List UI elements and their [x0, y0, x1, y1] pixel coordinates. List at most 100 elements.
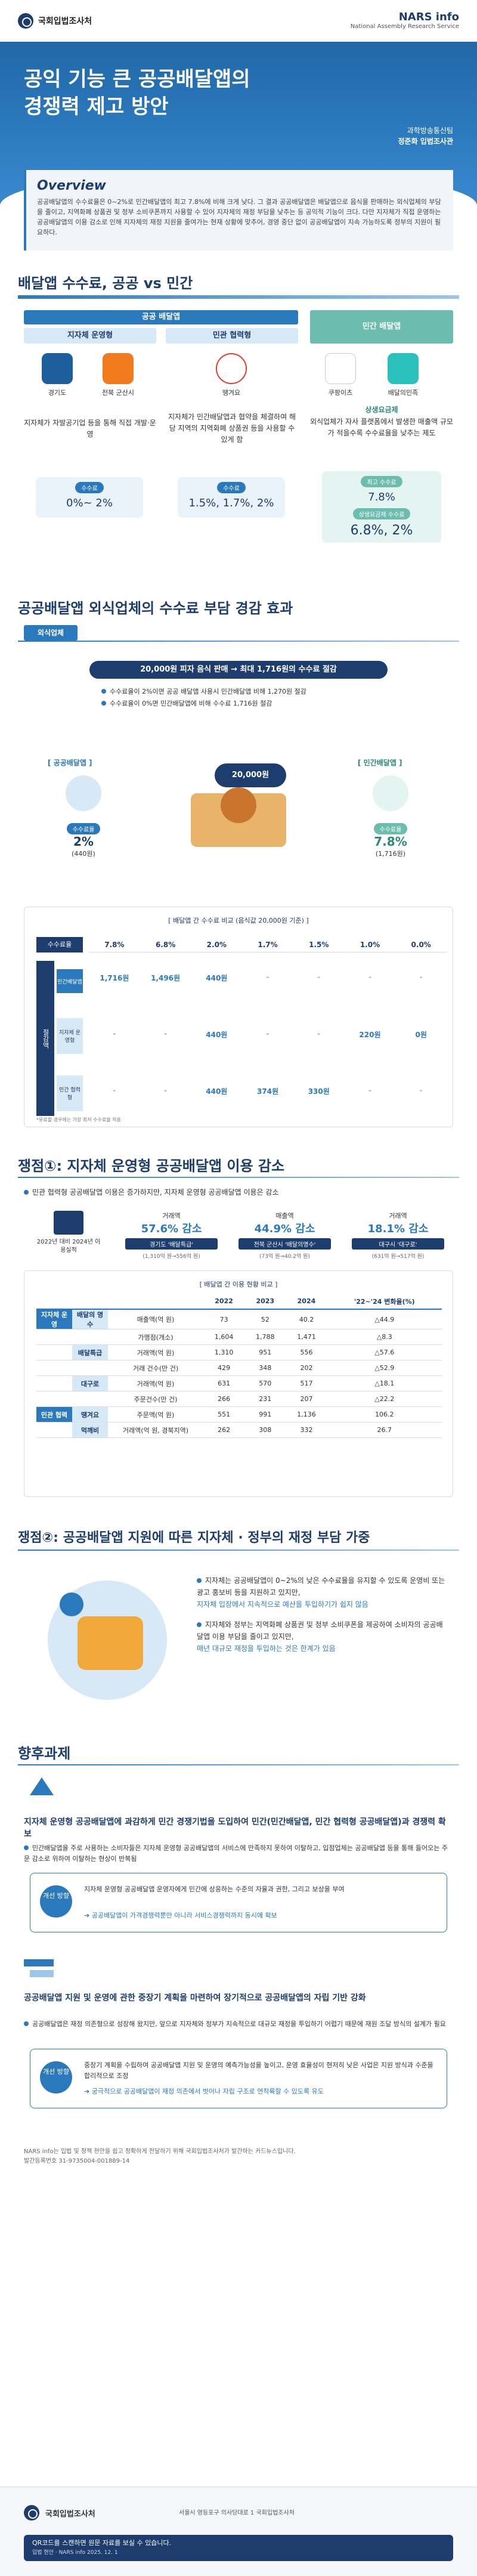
savings-row-gov: - - 440원 - - 220원 0원: [89, 1029, 447, 1040]
sec3-title: 쟁점①: 지자체 운영형 공공배달앱 이용 감소: [18, 1158, 285, 1174]
savings-bullet-2: 수수료율이 0%면 민간배달앱에 비해 수수료 1,716원 절감: [101, 698, 411, 710]
overview-text: 공공배달앱의 수수료율은 0~2%로 민간배달앱의 최고 7.8%에 비해 크게…: [37, 198, 441, 236]
table-cell: 348: [244, 1360, 286, 1376]
table-cell: 가맹점(개소): [108, 1329, 203, 1345]
stat-app: 전북 군산시 '배달의명수': [238, 1238, 331, 1250]
table-cell: 거래액(억 원): [108, 1344, 203, 1360]
task1-direction: 개선 방향 지자체 운영형 공공배달앱 운영자에게 민간에 상응하는 수준의 자…: [30, 1873, 447, 1932]
table-cell: 1,471: [286, 1329, 327, 1345]
table-cell: [36, 1375, 72, 1391]
gunsan-app-icon: [103, 353, 134, 384]
table-cell: 332: [286, 1422, 327, 1438]
gyeonggi-app-icon: [42, 353, 73, 384]
table-cell: 231: [244, 1391, 286, 1407]
burden-bullets: 지자체는 공공배달앱이 0~2%의 낮은 수수료율을 유지할 수 있도록 운영비…: [197, 1575, 447, 1655]
private-fee-amount: (1,716원): [375, 850, 406, 858]
direction-text: 중장기 계획을 수립하여 공공배달앱 지원 및 운영의 예측가능성을 높이고, …: [84, 2061, 433, 2080]
savings-cell: 1,496원: [151, 974, 181, 982]
table-cell: 951: [244, 1344, 286, 1360]
fee-tag: 수수료: [75, 482, 104, 493]
savings-cell: 440원: [206, 974, 228, 982]
table-cell: 배달의 명수: [72, 1309, 108, 1329]
stat-app: 대구시 '대구로': [352, 1238, 444, 1250]
public-fee-tag: 수수료율: [66, 823, 101, 834]
stat-value: 57.6% 감소: [141, 1223, 202, 1235]
table-cell: 262: [203, 1422, 245, 1438]
table-cell: 거래액(억 원, 경북지역): [108, 1422, 203, 1438]
fee-box-private: 최고 수수료 7.8% 상생요금제 수수료 6.8%, 2%: [322, 471, 441, 543]
savings-row-private: 1,716원 1,496원 440원 - - - -: [89, 973, 447, 983]
food-illustration: 20,000원: [179, 752, 298, 853]
sec2-title: 공공배달앱 외식업체의 수수료 부담 경감 효과: [18, 600, 293, 617]
table-cell: 207: [286, 1391, 327, 1407]
ttaenggyeoyo-app-icon: [216, 353, 247, 384]
row-label-private: 민간배달앱: [57, 969, 83, 993]
scooter-icon: [78, 1616, 143, 1670]
max-fee-value: 7.8%: [368, 491, 395, 503]
usage-col-header: 2022: [203, 1294, 245, 1310]
private-fee-tag: 수수료율: [373, 823, 408, 834]
stat-app: 경기도 '배달특급': [125, 1238, 218, 1250]
table-cell: 땡겨요: [72, 1406, 108, 1422]
task2-bullet: 공공배달앱은 재정 의존형으로 성장해 왔지만, 앞으로 지자체와 정부가 지속…: [24, 2019, 453, 2030]
savings-cell: 374원: [256, 1087, 279, 1096]
burger-icon: [221, 787, 256, 823]
table-cell: [72, 1360, 108, 1376]
direction-label: 개선 방향: [40, 2061, 72, 2093]
fee-box-gov: 수수료 0%~ 2%: [36, 477, 143, 518]
table-cell: 570: [244, 1375, 286, 1391]
table-cell: 주문건수(만 건): [108, 1391, 203, 1407]
page-title: 공익 기능 큰 공공배달앱의 경쟁력 제고 방안: [24, 66, 250, 120]
public-app-header: 공공 배달앱: [24, 310, 298, 324]
stat-value: 18.1% 감소: [367, 1223, 429, 1235]
table-cell: 556: [286, 1344, 327, 1360]
public-fee-box: 수수료율 2% (440원): [42, 823, 125, 858]
footer: 국회입법조사처 서울시 영등포구 의사당대로 1 국회입법조사처 QR코드를 스…: [0, 2487, 477, 2576]
table-cell: [72, 1329, 108, 1345]
private-fee-box: 수수료율 7.8% (1,716원): [349, 823, 432, 858]
app-label-baemin: 배달의민족: [388, 389, 419, 397]
app-label-gunsan: 전북 군산시: [101, 389, 135, 397]
table-cell: 대구로: [72, 1375, 108, 1391]
table-cell: 631: [203, 1375, 245, 1391]
brand-logo: NARS info National Assembly Research Ser…: [351, 11, 459, 30]
stat-card: 거래액 57.6% 감소 경기도 '배달특급' (1,310억 원→556억 원): [119, 1211, 224, 1260]
table-cell: 먹깨비: [72, 1422, 108, 1438]
coin-icon: [60, 1592, 83, 1616]
usage-col-header: 2023: [244, 1294, 286, 1310]
private-app-label: [ 민간배달앱 ]: [358, 759, 402, 767]
task2-title: 공공배달앱 지원 및 운영에 관한 중장기 계획을 마련하여 장기적으로 공공배…: [24, 1993, 366, 2003]
comparison-table-title: [ 배달앱 간 수수료 비교 (음식값 20,000원 기준) ]: [168, 917, 309, 924]
savings-cell: 220원: [359, 1031, 381, 1039]
top-bar: 국회입법조사처 NARS info National Assembly Rese…: [0, 0, 477, 42]
org-name: 국회입법조사처: [38, 17, 92, 26]
row-label-coop: 민간 협력형: [57, 1075, 83, 1111]
table-cell: 266: [203, 1391, 245, 1407]
author-dept: 과학방송통신팀: [407, 126, 453, 135]
savings-cell: -: [164, 1086, 168, 1094]
stat-card: 매출액 44.9% 감소 전북 군산시 '배달의명수' (73억 원→40.2억 원): [233, 1211, 337, 1260]
burden-bullet-2: 지자체와 정부는 지역화폐 상품권 및 정부 소비쿠폰을 제공하여 소비자의 공…: [197, 1621, 443, 1653]
arrows-up-icon: [24, 1777, 60, 1807]
stat-card: 거래액 18.1% 감소 대구시 '대구로' (631억 원→517억 원): [346, 1211, 450, 1260]
rate-cell: 2.0%: [191, 937, 243, 953]
savings-cell: 440원: [206, 1087, 228, 1096]
table-cell: [36, 1329, 72, 1345]
table-note: *유료할 경우에는 가장 최저 수수료율 적용: [36, 1117, 121, 1122]
savings-row-coop: - - 440원 374원 330원 - -: [89, 1086, 447, 1096]
usage-table-grid: 2022 2023 2024'22~'24 변화율(%) 지자체 운영 배달의 명수 매…: [36, 1294, 442, 1438]
sec1-bar: [18, 295, 459, 299]
usage-col-header: '22~'24 변화율(%): [327, 1294, 442, 1310]
chart-icon: [54, 1211, 83, 1235]
table-row: 민관 협력 땡겨요 주문액(억 원) 551 991 1,136 106.2: [36, 1406, 442, 1422]
row-label-gov: 지자체 운영형: [57, 1018, 83, 1054]
table-cell: [36, 1422, 72, 1438]
table-cell: △57.6: [327, 1344, 442, 1360]
app-label-ttaenggyeoyo: 땡겨요: [222, 389, 241, 397]
app-label-gyeonggi: 경기도: [48, 389, 67, 397]
public-fee-amount: (440원): [72, 850, 95, 858]
gov-run-desc: 지자체가 자발공기업 등을 통해 직접 개발·운영: [24, 419, 156, 438]
table-cell: 308: [244, 1422, 286, 1438]
savings-cell: -: [266, 1029, 270, 1038]
